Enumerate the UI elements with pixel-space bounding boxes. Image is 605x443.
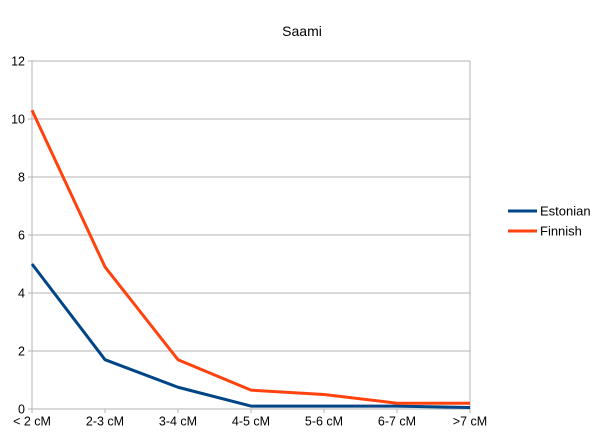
x-tick-label: >7 cM [453,415,487,429]
y-tick-label: 12 [11,55,25,69]
legend-label-finnish: Finnish [540,224,582,239]
x-axis-labels: < 2 cM 2-3 cM 3-4 cM 4-5 cM 5-6 cM 6-7 cM >7 c… [13,409,487,429]
series-line-estonian [30,263,471,410]
legend-label-estonian: Estonian [540,204,591,219]
x-tick-label: 2-3 cM [86,415,124,429]
x-tick-label: 6-7 cM [378,415,416,429]
chart-title: Saami [282,23,322,39]
series-line-finnish [30,109,470,405]
x-tick-label: 3-4 cM [159,415,197,429]
y-tick-label: 2 [18,345,25,359]
y-tick-label: 4 [18,287,25,301]
y-tick-label: 10 [11,113,25,127]
gridlines: 0 2 4 6 8 10 12 [11,55,470,417]
y-tick-label: 8 [18,171,25,185]
x-tick-label: 4-5 cM [232,415,270,429]
x-tick-label: 5-6 cM [305,415,343,429]
x-tick-label: < 2 cM [13,415,51,429]
y-tick-label: 0 [18,403,25,417]
y-tick-label: 6 [18,229,25,243]
legend: Estonian Finnish [508,204,591,239]
